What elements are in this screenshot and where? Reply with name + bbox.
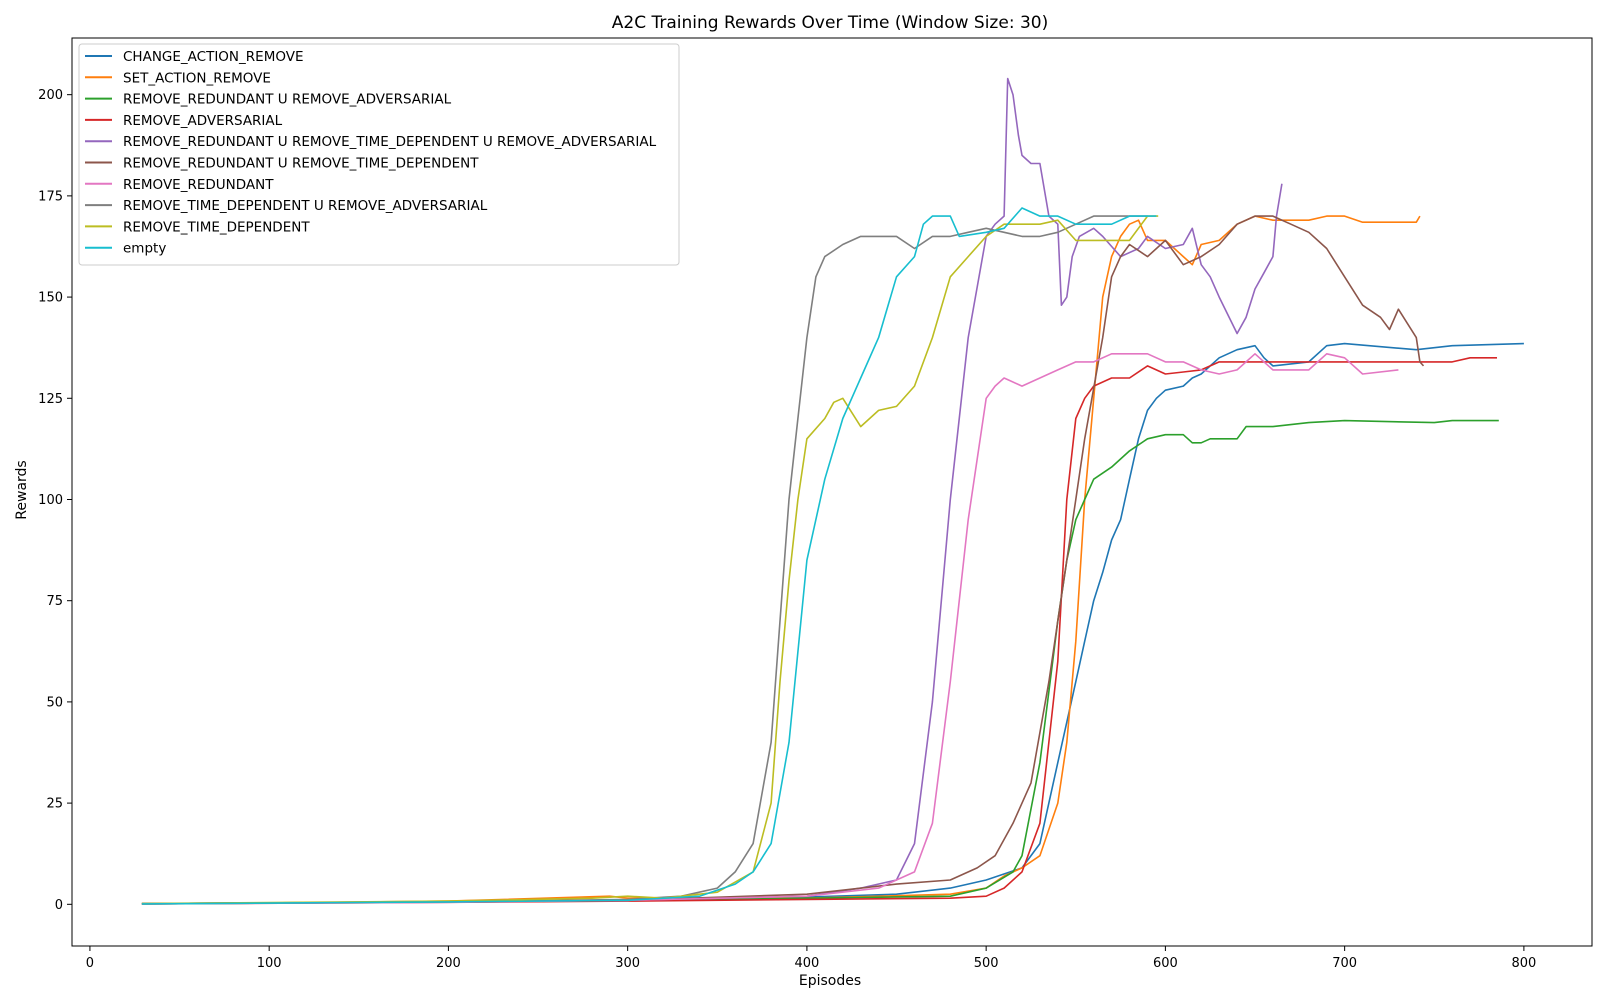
x-tick-label: 200 (436, 956, 461, 971)
legend-label: REMOVE_REDUNDANT (123, 177, 274, 193)
legend-label: REMOVE_TIME_DEPENDENT (123, 219, 310, 235)
legend-frame (78, 43, 680, 266)
series-line-5 (141, 215, 1425, 905)
x-axis-label: Episodes (799, 973, 861, 989)
series-line-1 (141, 215, 1421, 905)
x-tick-label: 400 (794, 956, 819, 971)
y-tick-label: 125 (38, 392, 63, 407)
x-tick-label: 500 (974, 956, 999, 971)
x-tick-label: 300 (615, 956, 640, 971)
plot-area (71, 37, 1593, 947)
legend-label: SET_ACTION_REMOVE (123, 70, 271, 86)
y-tick-label: 25 (46, 797, 63, 812)
x-tick-label: 0 (86, 956, 94, 971)
legend: CHANGE_ACTION_REMOVE SET_ACTION_REMOVE REM… (78, 43, 680, 266)
legend-label: REMOVE_REDUNDANT U REMOVE_TIME_DEPENDENT (123, 156, 479, 172)
legend-label: CHANGE_ACTION_REMOVE (123, 49, 304, 65)
series-line-6 (141, 353, 1399, 905)
series-line-7 (141, 215, 1148, 905)
x-axis-ticks: 0 100 200 300 400 500 600 700 800 (86, 946, 1536, 971)
y-tick-label: 100 (38, 493, 63, 508)
series-line-4 (141, 77, 1283, 905)
y-tick-label: 50 (46, 695, 63, 710)
y-axis-ticks: 0 25 50 75 100 125 150 175 200 (38, 88, 72, 913)
legend-label: REMOVE_REDUNDANT U REMOVE_ADVERSARIAL (123, 92, 452, 108)
x-tick-label: 700 (1332, 956, 1357, 971)
legend-label: REMOVE_REDUNDANT U REMOVE_TIME_DEPENDENT… (123, 134, 657, 150)
legend-label: REMOVE_ADVERSARIAL (123, 113, 283, 129)
chart-title: A2C Training Rewards Over Time (Window S… (612, 13, 1048, 33)
x-tick-label: 600 (1153, 956, 1178, 971)
y-tick-label: 75 (46, 594, 63, 609)
series-line-0 (141, 342, 1524, 905)
legend-label: empty (123, 241, 166, 257)
x-tick-label: 100 (257, 956, 282, 971)
legend-label: REMOVE_TIME_DEPENDENT U REMOVE_ADVERSARI… (123, 198, 488, 214)
y-tick-label: 200 (38, 88, 63, 103)
series-line-2 (141, 419, 1499, 905)
x-tick-label: 800 (1511, 956, 1536, 971)
y-tick-label: 0 (55, 898, 63, 913)
y-axis-label: Rewards (14, 460, 30, 519)
series-lines (141, 77, 1524, 905)
y-tick-label: 175 (38, 189, 63, 204)
y-tick-label: 150 (38, 291, 63, 306)
series-line-9 (141, 207, 1157, 905)
series-line-3 (141, 357, 1497, 905)
